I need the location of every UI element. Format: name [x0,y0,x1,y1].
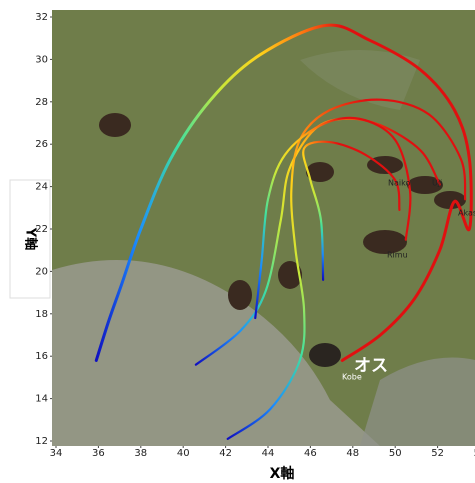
y-tick-label: 26 [35,139,48,150]
y-tick-label: 16 [35,351,48,362]
x-tick-label: 34 [50,448,63,459]
y-tick-label: 22 [35,224,48,235]
y-tick-label: 30 [35,54,48,65]
annotation: Rimu [387,251,408,260]
annotation: Kobe [342,373,362,382]
y-tick-label: 32 [35,12,48,23]
y-tick-label: 24 [35,182,48,193]
x-tick-label: 48 [346,448,359,459]
annotation: Naiko [388,179,410,188]
y-tick-label: 14 [35,394,48,405]
x-tick-label: 42 [219,448,232,459]
chart: Y軸 X軸 1214161820222426283032343638404244… [0,0,475,483]
y-tick-label: 28 [35,97,48,108]
x-tick-label: 38 [134,448,147,459]
annotation: Akashi [458,209,475,218]
x-tick-label: 36 [92,448,105,459]
x-tick-label: 40 [177,448,190,459]
x-axis-label: X軸 [270,465,295,482]
x-tick-label: 50 [389,448,402,459]
y-tick-label: 20 [35,266,48,277]
x-tick-label: 44 [262,448,275,459]
x-tick-label: 52 [431,448,444,459]
y-tick-label: 18 [35,309,48,320]
annotation: Uji [432,179,442,188]
x-tick-label: 46 [304,448,317,459]
y-tick-label: 12 [35,436,48,447]
